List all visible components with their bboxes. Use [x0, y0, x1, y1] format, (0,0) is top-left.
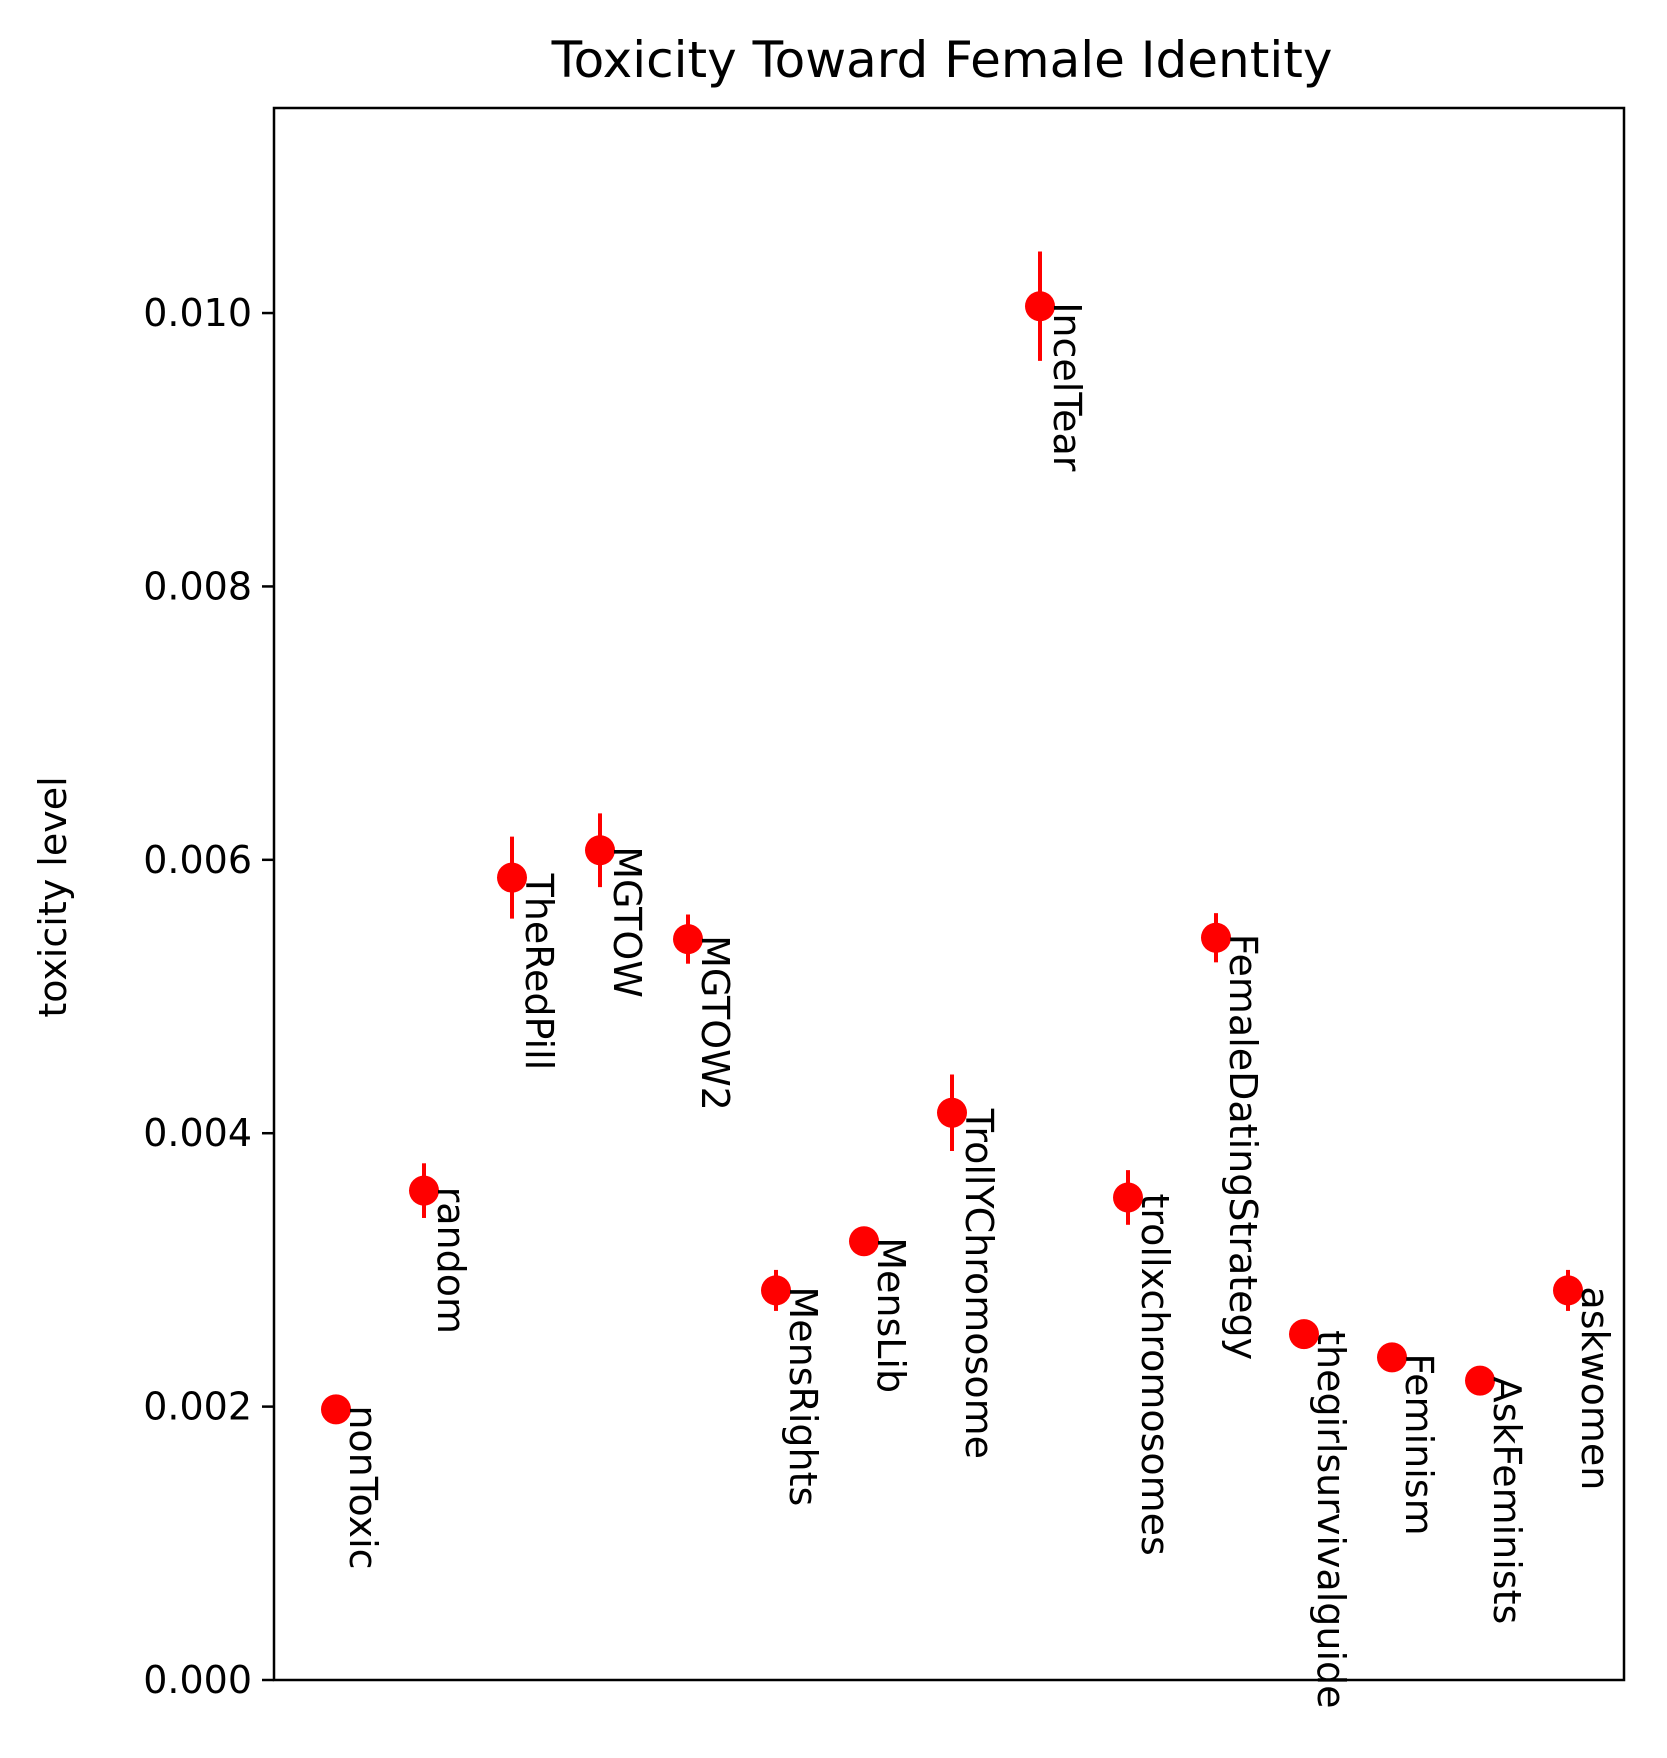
point-label: FemaleDatingStrategy	[1221, 934, 1265, 1360]
point-label: MensRights	[781, 1286, 825, 1506]
data-point	[1201, 922, 1231, 953]
point-label: AskFeminists	[1485, 1377, 1529, 1625]
y-tick-label: 0.006	[143, 838, 252, 882]
plot-area: 0.000 0.002 0.004 0.006 0.008 0.010 nonToxic ra…	[143, 251, 1617, 1709]
data-point	[937, 1097, 967, 1128]
data-point	[849, 1226, 879, 1257]
data-point	[1465, 1365, 1495, 1396]
point-label: TrollYChromosome	[957, 1108, 1001, 1459]
point-label: trollxchromosomes	[1133, 1193, 1177, 1555]
plot-frame	[272, 106, 1626, 1682]
point-label: random	[429, 1187, 473, 1334]
data-point	[1289, 1319, 1319, 1350]
y-axis-label: toxicity level	[31, 776, 75, 1017]
chart-title: Toxicity Toward Female Identity	[551, 31, 1333, 89]
point-label: MGTOW2	[693, 935, 737, 1111]
y-tick-label: 0.000	[143, 1658, 252, 1702]
point-label: MensLib	[869, 1237, 913, 1393]
data-point	[1553, 1275, 1583, 1306]
y-tick-label: 0.008	[143, 564, 252, 608]
data-point	[1113, 1182, 1143, 1213]
y-tick-label: 0.004	[143, 1111, 252, 1155]
y-tick-label: 0.002	[143, 1385, 252, 1429]
point-label: IncelTear	[1045, 302, 1089, 472]
data-point	[321, 1394, 351, 1425]
data-point	[1377, 1342, 1407, 1373]
data-point	[497, 862, 527, 893]
point-label: Feminism	[1397, 1353, 1441, 1535]
point-label: nonToxic	[341, 1405, 385, 1569]
data-point	[409, 1175, 439, 1206]
y-tick-label: 0.010	[143, 291, 252, 335]
data-point	[585, 835, 615, 866]
data-point	[673, 924, 703, 955]
data-point	[1025, 291, 1055, 322]
point-label: MGTOW	[605, 846, 649, 998]
data-point	[761, 1275, 791, 1306]
point-label: askwomen	[1573, 1286, 1617, 1490]
point-label: thegirlsurvivalguide	[1309, 1330, 1353, 1708]
point-label: TheRedPill	[517, 873, 561, 1071]
